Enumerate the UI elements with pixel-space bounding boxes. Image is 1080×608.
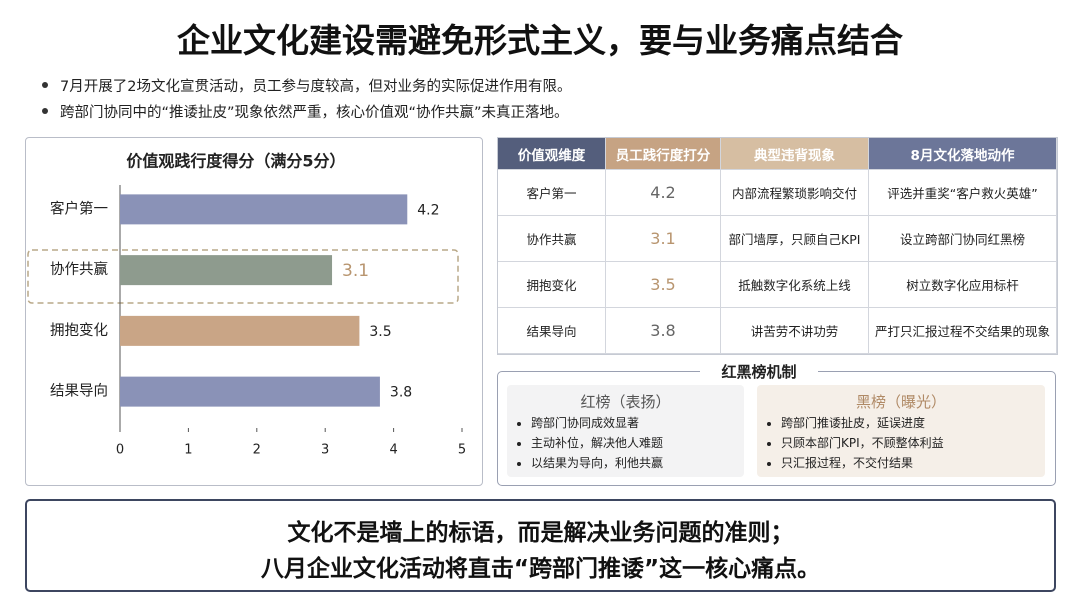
x-tick-label: 3 <box>321 443 329 458</box>
footer-box: 文化不是墙上的标语，而是解决业务问题的准则； 八月企业文化活动将直击“跨部门推诿… <box>25 499 1056 592</box>
table-header: 价值观维度 <box>498 138 606 170</box>
red-list-title: 红榜（表扬） <box>580 393 671 411</box>
table-cell: 抵触数字化系统上线 <box>721 262 869 308</box>
y-tick-label: 结果导向 <box>50 383 108 400</box>
item: 只汇报过程，不交付结果 <box>781 453 944 473</box>
red-items: 跨部门协同成效显著 主动补位，解决他人难题 以结果为导向，利他共赢 <box>509 413 663 473</box>
black-items: 跨部门推诿扯皮，延误进度 只顾本部门KPI，不顾整体利益 只汇报过程，不交付结果 <box>759 413 944 473</box>
table-cell: 设立跨部门协同红黑榜 <box>869 216 1057 262</box>
table-score: 3.8 <box>606 308 721 354</box>
table-header: 8月文化落地动作 <box>869 138 1057 170</box>
bullet: 跨部门协同中的“推诿扯皮”现象依然严重，核心价值观“协作共赢”未真正落地。 <box>42 101 569 122</box>
table-cell: 评选并重奖“客户救火英雄” <box>869 170 1057 216</box>
table-cell: 客户第一 <box>498 170 606 216</box>
value-label: 4.2 <box>417 202 439 218</box>
chart: 价值观践行度得分（满分5分） 0 1 2 3 4 5 客户第一 4.2 协作共赢 3.1 拥抱变化 3… <box>27 152 466 458</box>
table-cell: 部门墙厚，只顾自己KPI <box>721 216 869 262</box>
black-list: 黑榜（曝光） 跨部门推诿扯皮，延误进度 只顾本部门KPI，不顾整体利益 只汇报过… <box>757 385 1045 477</box>
table-header: 员工践行度打分 <box>606 138 721 170</box>
table-cell: 协作共赢 <box>498 216 606 262</box>
red-list: 红榜（表扬） 跨部门协同成效显著 主动补位，解决他人难题 以结果为导向，利他共赢 <box>507 385 744 477</box>
title: 企业文化建设需避免形式主义，要与业务痛点结合 <box>177 21 903 60</box>
value-label: 3.5 <box>369 324 391 340</box>
table-cell: 树立数字化应用标杆 <box>869 262 1057 308</box>
x-tick-label: 1 <box>184 443 192 458</box>
y-tick-label: 协作共赢 <box>50 261 108 278</box>
table-score: 3.1 <box>606 216 721 262</box>
table-cell: 讲苦劳不讲功劳 <box>721 308 869 354</box>
bar <box>120 376 380 407</box>
table-cell: 内部流程繁琐影响交付 <box>721 170 869 216</box>
table-score: 4.2 <box>606 170 721 216</box>
black-list-title: 黑榜（曝光） <box>855 393 946 411</box>
table-cell: 拥抱变化 <box>498 262 606 308</box>
highlight-box <box>27 249 459 304</box>
table-header: 典型违背现象 <box>721 138 869 170</box>
table-cell: 严打只汇报过程不交结果的现象 <box>869 308 1057 354</box>
item: 跨部门推诿扯皮，延误进度 <box>781 413 944 433</box>
bullet: 7月开展了2场文化宣贯活动，员工参与度较高，但对业务的实际促进作用有限。 <box>41 75 571 96</box>
item: 只顾本部门KPI，不顾整体利益 <box>781 433 944 453</box>
x-tick-label: 0 <box>116 443 124 458</box>
x-tick-label: 4 <box>389 443 397 458</box>
footer-line: 文化不是墙上的标语，而是解决业务问题的准则； <box>287 520 794 546</box>
bar <box>120 315 360 346</box>
y-tick-label: 拥抱变化 <box>50 322 108 339</box>
value-label: 3.1 <box>342 261 369 281</box>
mechanism-title: 红黑榜机制 <box>700 361 818 382</box>
table-cell: 结果导向 <box>498 308 606 354</box>
bar <box>120 255 333 286</box>
x-tick-label: 2 <box>253 443 261 458</box>
x-tick-label: 5 <box>458 443 466 458</box>
table-score: 3.5 <box>606 262 721 308</box>
item: 跨部门协同成效显著 <box>531 413 663 433</box>
chart-title: 价值观践行度得分（满分5分） <box>126 152 345 171</box>
value-label: 3.8 <box>390 385 412 401</box>
chart-panel <box>25 137 483 486</box>
item: 主动补位，解决他人难题 <box>531 433 663 453</box>
bar <box>120 194 408 225</box>
footer-line: 八月企业文化活动将直击“跨部门推诿”这一核心痛点。 <box>260 556 821 582</box>
table: 价值观维度 员工践行度打分 典型违背现象 8月文化落地动作客户第一 4.2 内部流程繁琐影… <box>497 137 1058 355</box>
y-tick-label: 客户第一 <box>50 199 108 217</box>
item: 以结果为导向，利他共赢 <box>531 453 663 473</box>
